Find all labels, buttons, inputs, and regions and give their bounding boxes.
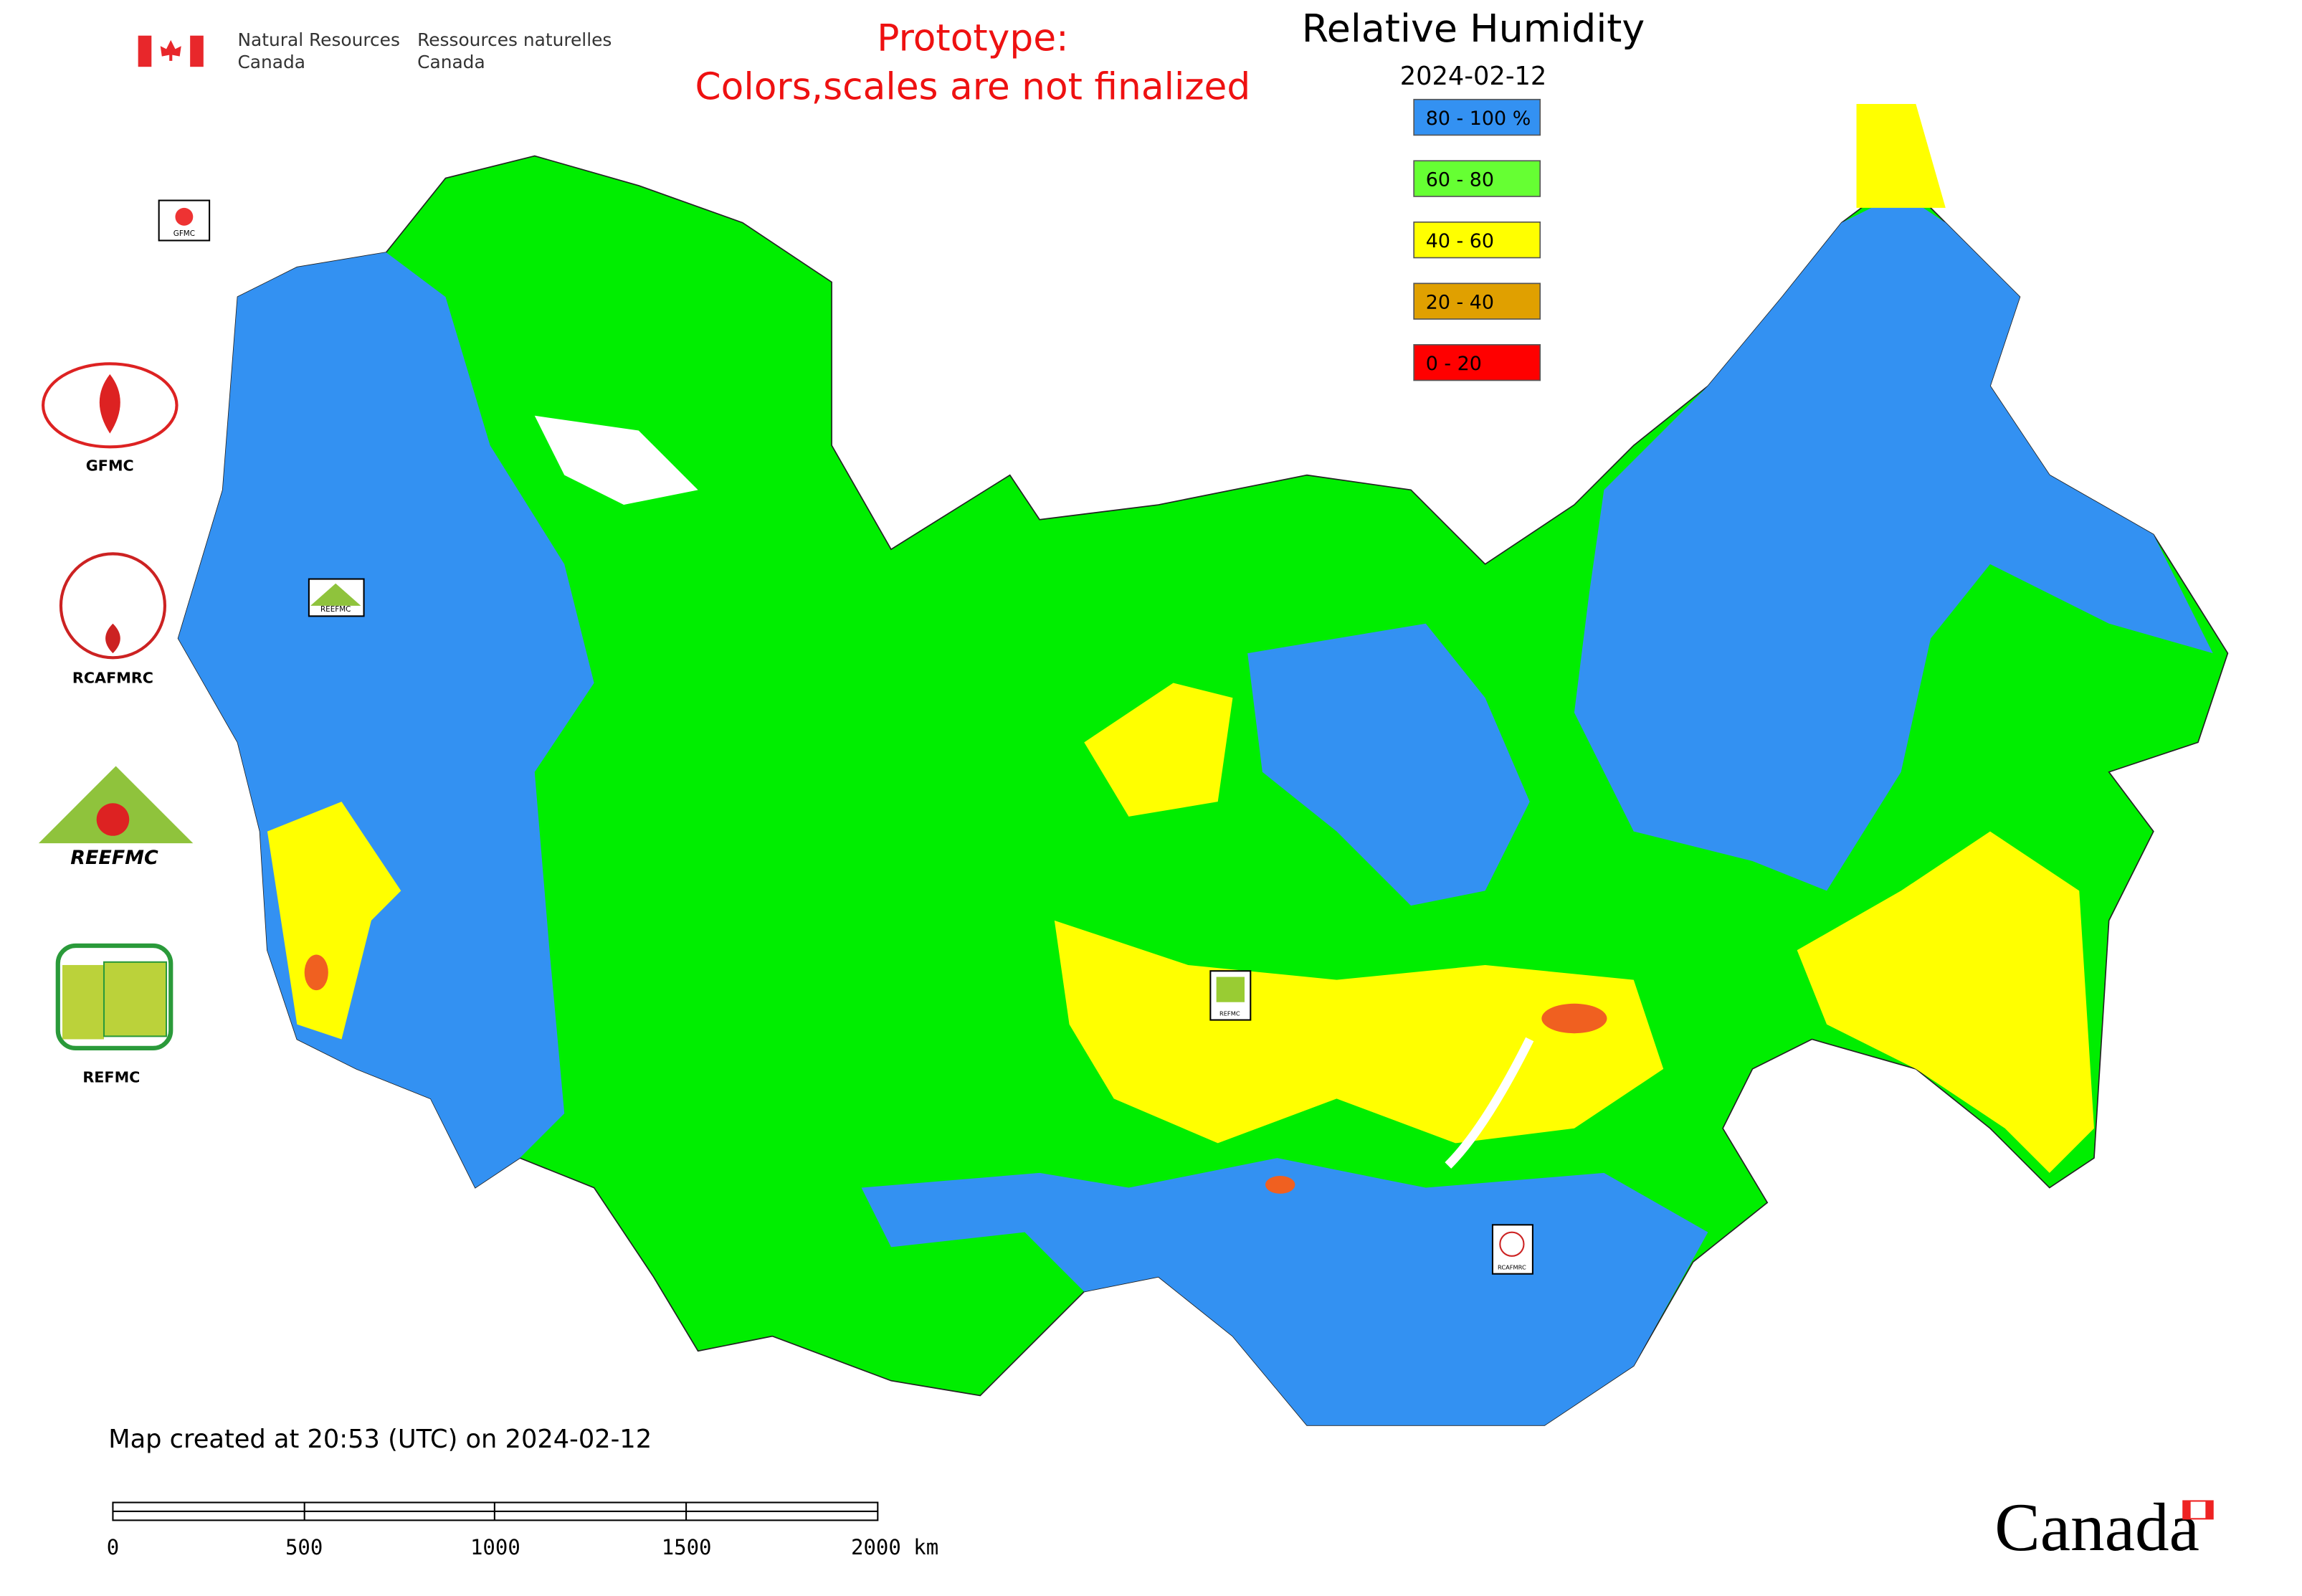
legend-swatch <box>1413 221 1541 259</box>
marker-label: REFMC <box>1219 1010 1240 1017</box>
legend-swatch <box>1413 160 1541 197</box>
legend-label: 0 - 20 <box>1426 353 1482 375</box>
scale-bar <box>112 1501 879 1521</box>
side-logos: GFMC RCAFMRC REEFMC REFMC <box>38 362 194 1086</box>
agency-en: Natural Resources <box>237 29 399 50</box>
map-title: Relative Humidity <box>1302 6 1645 51</box>
gov-signature: Natural Resources Canada Ressources natu… <box>138 29 612 72</box>
logo-label: GFMC <box>86 457 134 474</box>
scale-label: 500 <box>285 1535 323 1559</box>
logo-label: RCAFMRC <box>72 670 153 687</box>
marker-label: GFMC <box>173 229 195 238</box>
scale-label: 2000 km <box>851 1535 938 1559</box>
agency-fr: Canada <box>417 52 485 72</box>
scale-labels: 0 500 1000 1500 2000 km <box>107 1535 939 1559</box>
created-note: Map created at 20:53 (UTC) on 2024-02-12 <box>108 1425 652 1454</box>
prototype-notice: Prototype: <box>877 16 1068 60</box>
map-date: 2024-02-12 <box>1400 62 1547 91</box>
prototype-notice: Colors,scales are not finalized <box>695 66 1251 109</box>
map-markers: GFMC REEFMC REFMC RCAFMRC <box>158 199 1533 1275</box>
scale-label: 1000 <box>470 1535 520 1559</box>
agency-en: Canada <box>237 52 305 72</box>
logo-label: REFMC <box>82 1069 140 1086</box>
canada-wordmark: Canada <box>1994 1489 2199 1565</box>
legend-swatch <box>1413 282 1541 320</box>
legend-label: 40 - 60 <box>1426 230 1494 252</box>
legend-swatch <box>1413 343 1541 381</box>
marker-label: REEFMC <box>320 605 351 614</box>
legend-swatch <box>1413 98 1541 136</box>
scale-label: 0 <box>107 1535 119 1559</box>
scale-label: 1500 <box>662 1535 712 1559</box>
agency-fr: Ressources naturelles <box>417 29 612 50</box>
legend-label: 20 - 40 <box>1426 292 1494 314</box>
marker-label: RCAFMRC <box>1498 1263 1526 1270</box>
legend: 80 - 100 % 60 - 80 40 - 60 20 - 40 0 - 20 <box>1413 98 1541 381</box>
legend-label: 60 - 80 <box>1426 168 1494 191</box>
map <box>177 103 2229 1426</box>
logo-label: REEFMC <box>70 847 158 869</box>
legend-label: 80 - 100 % <box>1426 108 1531 130</box>
